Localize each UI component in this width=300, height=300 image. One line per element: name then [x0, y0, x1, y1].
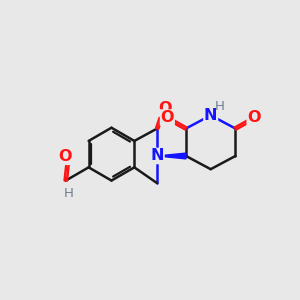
Text: O: O [247, 110, 261, 125]
Text: O: O [160, 110, 174, 125]
Text: H: H [215, 100, 225, 113]
Text: N: N [204, 108, 218, 123]
Text: O: O [59, 149, 72, 164]
Polygon shape [157, 153, 186, 159]
Text: H: H [64, 187, 73, 200]
Text: N: N [150, 148, 164, 164]
Text: O: O [158, 101, 172, 116]
